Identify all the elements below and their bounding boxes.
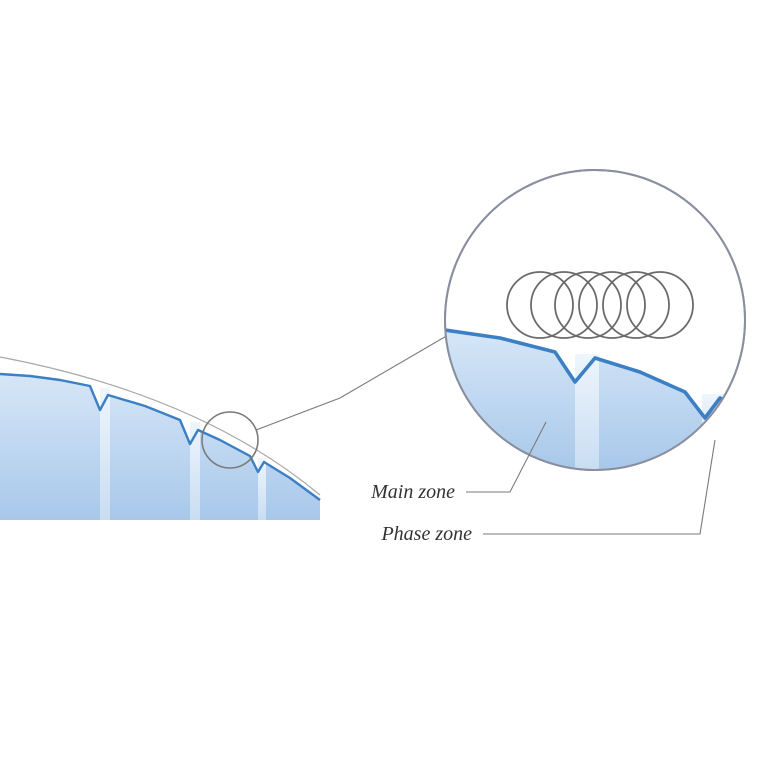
diagram-svg: Main zone Phase zone (0, 0, 767, 767)
mag-phase-notch-0 (575, 354, 599, 470)
small-fresnel-body (0, 374, 320, 520)
label-main-zone: Main zone (370, 481, 455, 503)
label-phase-zone: Phase zone (380, 523, 472, 545)
leader-to-magnifier (256, 324, 467, 430)
